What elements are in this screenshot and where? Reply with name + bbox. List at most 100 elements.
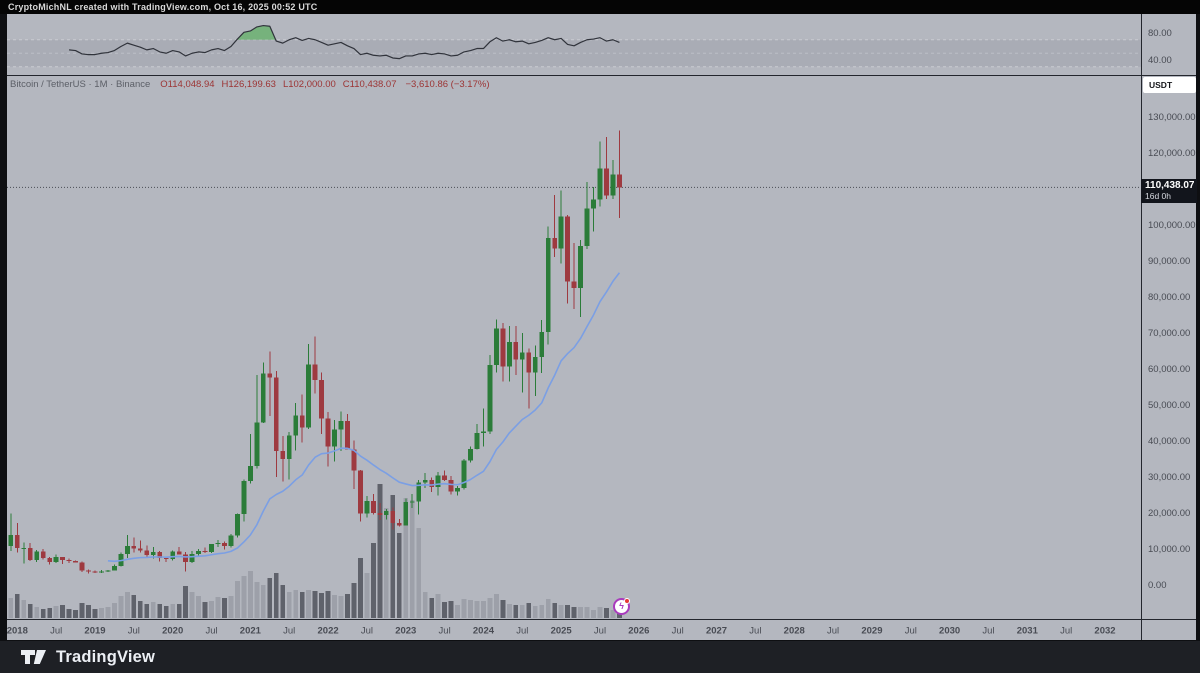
price-pane[interactable]: [7, 130, 1141, 618]
volume-bar: [228, 596, 234, 618]
volume-bar: [47, 608, 53, 618]
candle-up: [532, 357, 538, 373]
volume-bar: [40, 609, 46, 618]
time-axis-jul-label: Jul: [283, 626, 295, 637]
candle-down: [273, 377, 279, 451]
volume-bar: [565, 605, 571, 618]
candle-down: [370, 501, 376, 513]
volume-bar: [532, 606, 538, 618]
volume-bar: [487, 598, 493, 618]
price-axis-label: 90,000.00: [1148, 256, 1190, 267]
price-axis-label: 10,000.00: [1148, 544, 1190, 555]
volume-bar: [73, 610, 78, 618]
candle-down: [390, 511, 396, 524]
candle-down: [183, 554, 189, 562]
candle-down: [176, 551, 182, 555]
volume-bar: [552, 603, 558, 618]
currency-toggle-button[interactable]: USDT: [1143, 77, 1196, 93]
time-axis-jul-label: Jul: [905, 626, 917, 637]
volume-bar: [267, 578, 273, 618]
snapshot-title: CryptoMichNL created with TradingView.co…: [8, 2, 318, 12]
volume-bar: [338, 596, 344, 618]
price-axis[interactable]: 80.00 40.00 130,000.00 120,000.00 100,000.00…: [1148, 28, 1196, 591]
candle-down: [448, 479, 454, 492]
candle-up: [578, 245, 583, 288]
volume-bar: [325, 591, 331, 618]
candle-down: [144, 550, 150, 556]
volume-bar: [494, 594, 499, 618]
volume-bar: [99, 608, 104, 618]
time-axis-year-label: 2028: [784, 626, 805, 637]
volume-bar: [474, 601, 480, 618]
volume-bar: [409, 500, 415, 618]
candle-down: [137, 548, 143, 551]
candle-down: [571, 281, 577, 288]
volume-bar: [513, 605, 519, 618]
time-axis-jul-label: Jul: [1060, 626, 1072, 637]
candle-up: [481, 431, 486, 433]
candle-down: [267, 373, 273, 378]
volume-bar: [260, 585, 266, 618]
time-axis-year-label: 2029: [861, 626, 882, 637]
candle-up: [487, 364, 493, 432]
candle-down: [500, 328, 506, 367]
time-axis-year-label: 2019: [84, 626, 105, 637]
candle-up: [422, 479, 428, 483]
volume-bar: [584, 607, 590, 618]
rsi-pane[interactable]: [7, 24, 1141, 68]
volume-bar: [455, 605, 460, 618]
snapshot-title-bar: CryptoMichNL created with TradingView.co…: [0, 0, 1200, 14]
candle-down: [163, 557, 169, 560]
last-price-value: 110,438.07: [1145, 180, 1195, 191]
volume-bar: [558, 605, 564, 618]
volume-bar: [280, 585, 286, 618]
candle-up: [455, 487, 460, 492]
low-label: L: [282, 79, 289, 90]
candle-up: [99, 571, 104, 573]
time-axis[interactable]: 2018 Jul 2019 Jul 2020 Jul 2021 Jul 2022 Jul 2023 J…: [7, 626, 1116, 637]
tradingview-logo-icon[interactable]: [20, 649, 47, 665]
candle-up: [383, 511, 389, 516]
candle-up: [519, 352, 525, 360]
candle-up: [105, 570, 111, 572]
volume-bar: [370, 543, 376, 618]
candle-up: [293, 415, 299, 436]
volume-bar: [597, 607, 603, 618]
bar-countdown: 16d 0h: [1145, 191, 1171, 201]
pane-separators: [7, 14, 1196, 640]
volume-bar: [448, 601, 454, 618]
time-axis-jul-label: Jul: [982, 626, 994, 637]
symbol-title[interactable]: Bitcoin / TetherUS · 1M · Binance: [10, 79, 151, 90]
price-axis-label: 50,000.00: [1148, 400, 1190, 411]
time-axis-jul-label: Jul: [827, 626, 839, 637]
volume-bar: [539, 605, 545, 618]
candle-down: [351, 449, 357, 471]
last-price-badge[interactable]: 110,438.07 16d 0h: [1141, 179, 1197, 203]
candle-up: [545, 237, 551, 333]
candle-up: [196, 550, 201, 554]
price-axis-label: 40,000.00: [1148, 436, 1190, 447]
volume-bar: [403, 498, 409, 618]
candle-up: [610, 174, 616, 196]
price-axis-label: 30,000.00: [1148, 472, 1190, 483]
close-value: 110,438.07: [349, 79, 397, 90]
candle-up: [506, 341, 512, 367]
symbol-legend: Bitcoin / TetherUS · 1M · Binance O114,04…: [10, 79, 489, 90]
volume-bar: [92, 609, 98, 618]
candle-down: [79, 562, 85, 571]
volume-bar: [170, 604, 176, 618]
volume-bar: [351, 583, 357, 618]
volume-bar: [196, 596, 201, 618]
calendar-event-icon[interactable]: ϟ: [613, 598, 630, 615]
candle-down: [604, 168, 609, 196]
volume-bar: [144, 604, 150, 618]
volume-bar: [332, 595, 337, 618]
volume-bar: [60, 605, 66, 618]
candle-up: [364, 501, 370, 514]
candle-up: [539, 332, 545, 358]
volume-bar: [112, 603, 117, 618]
time-axis-year-label: 2030: [939, 626, 960, 637]
volume-bar: [506, 604, 512, 618]
